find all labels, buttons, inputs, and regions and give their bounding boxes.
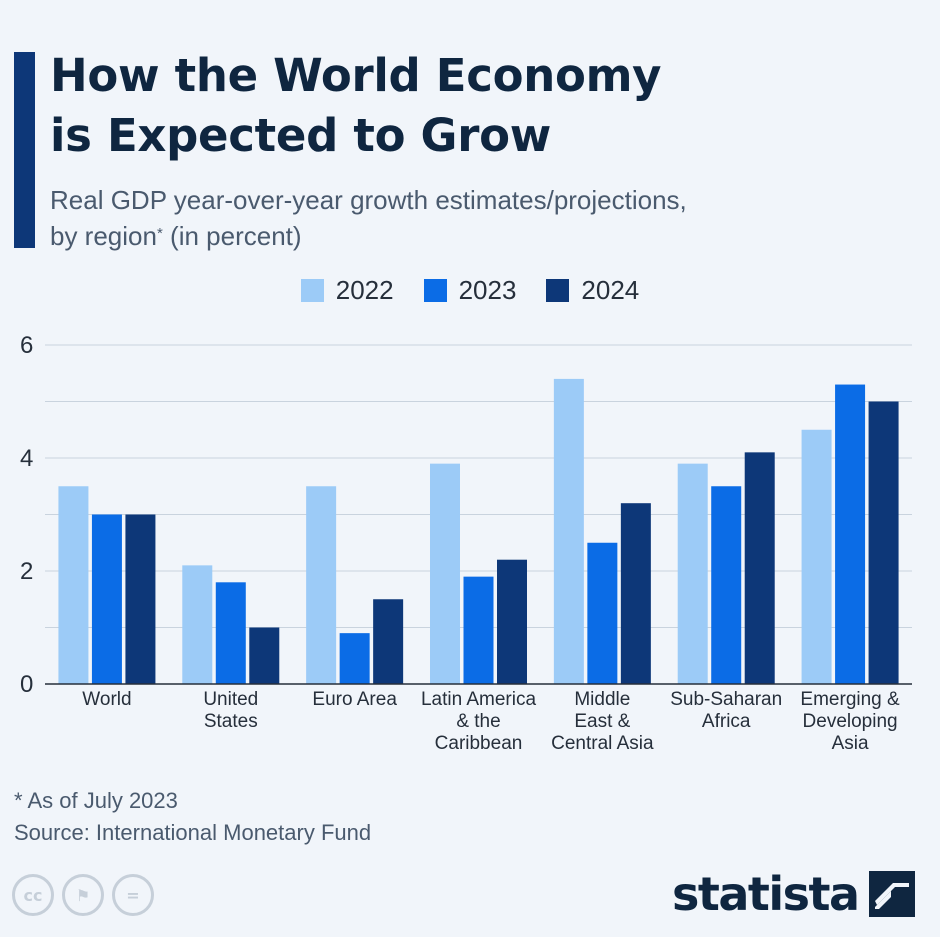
chart-subtitle: Real GDP year-over-year growth estimates…: [50, 182, 910, 254]
x-category-label: Emerging &: [800, 689, 900, 710]
subtitle-asterisk: *: [156, 225, 163, 242]
legend-item-2023: 2023: [423, 272, 517, 308]
legend-swatch-2022: [300, 278, 324, 302]
bar-2022: [553, 378, 584, 684]
x-category-label: Caribbean: [435, 733, 523, 754]
bar-2023: [835, 384, 866, 684]
bar-2024: [125, 514, 156, 684]
x-category-label: Latin America: [421, 689, 537, 710]
bar-2022: [677, 463, 708, 684]
statista-brand[interactable]: statista: [672, 866, 915, 922]
x-category-label: Asia: [832, 733, 869, 754]
subtitle-region-text: by region: [50, 221, 157, 251]
x-category-label: Developing: [803, 711, 898, 732]
statista-wordmark: statista: [672, 867, 860, 921]
bar-2023: [587, 542, 618, 684]
legend-label-2023: 2023: [458, 274, 517, 305]
x-category-label: States: [204, 711, 258, 732]
x-category-label: Euro Area: [312, 689, 397, 710]
no-derivatives-icon[interactable]: =: [112, 874, 154, 916]
legend-item-2024: 2024: [546, 272, 639, 308]
footnote: * As of July 2023: [14, 788, 178, 813]
bar-2023: [339, 633, 370, 684]
cc-icon[interactable]: cc: [12, 874, 54, 916]
legend-swatch-2023: [423, 278, 447, 302]
y-tick-label: 2: [20, 558, 33, 585]
y-tick-label: 6: [20, 332, 33, 359]
title-line-1: How the World Economy: [50, 49, 662, 102]
bar-2023: [91, 514, 122, 684]
bar-2022: [182, 565, 213, 684]
subtitle-unit-text: (in percent): [162, 221, 302, 251]
bar-2024: [497, 559, 527, 684]
legend-swatch-2024: [546, 278, 570, 302]
subtitle-line-2: by region* (in percent): [50, 218, 910, 254]
license-icons: cc ⚑ =: [12, 874, 154, 916]
title-accent-bar: [14, 52, 35, 248]
bar-2024: [868, 401, 899, 684]
bar-2022: [306, 486, 337, 684]
bar-2023: [711, 486, 742, 684]
bar-2024: [620, 503, 651, 684]
x-category-label: United: [203, 689, 258, 710]
x-category-label: Middle: [574, 689, 630, 710]
y-tick-label: 4: [20, 445, 33, 472]
x-category-label: Central Asia: [551, 733, 654, 754]
chart-title: How the World Economy is Expected to Gro…: [50, 46, 910, 166]
legend-item-2022: 2022: [300, 272, 394, 308]
legend-label-2024: 2024: [581, 274, 640, 305]
title-line-2: is Expected to Grow: [50, 109, 551, 162]
bar-2024: [249, 627, 280, 684]
x-category-label: & the: [456, 711, 500, 732]
bar-2023: [215, 582, 246, 684]
bar-2022: [801, 429, 832, 684]
y-tick-label: 0: [20, 671, 33, 698]
bar-2024: [373, 599, 404, 684]
legend-label-2022: 2022: [335, 274, 394, 305]
source-note: Source: International Monetary Fund: [14, 820, 372, 845]
chart-legend: 2022 2023 2024: [0, 272, 940, 308]
bar-2022: [430, 463, 460, 684]
bar-2022: [58, 486, 89, 684]
x-category-label: Africa: [702, 711, 751, 732]
x-category-label: World: [82, 689, 131, 710]
bar-2024: [744, 452, 775, 684]
x-category-label: Sub-Saharan: [670, 689, 782, 710]
x-category-label: East &: [574, 711, 630, 732]
bar-2023: [463, 576, 494, 684]
attribution-icon[interactable]: ⚑: [62, 874, 104, 916]
statista-logo-icon: [868, 871, 915, 917]
subtitle-line-1: Real GDP year-over-year growth estimates…: [50, 185, 687, 215]
